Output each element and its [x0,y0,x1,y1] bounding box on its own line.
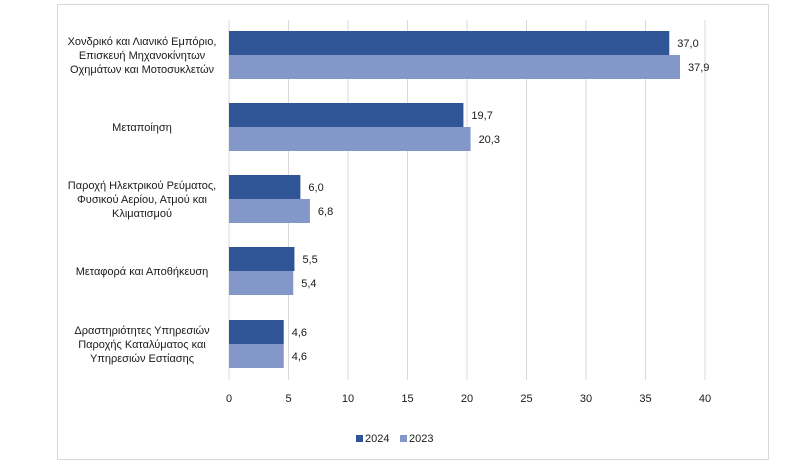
bar-2024-3 [229,247,295,271]
bar-2023-1 [229,127,471,151]
x-axis-ticks: 0 5 10 15 20 25 30 35 40 [226,393,711,405]
bar-2023-0 [229,55,681,79]
x-tick-label: 5 [285,393,291,405]
bar-2023-4 [229,344,284,368]
data-label: 20,3 [479,134,500,146]
category-label: Φυσικού Αερίου, Ατμού και [77,194,207,206]
x-tick-label: 35 [639,393,651,405]
chart-frame [57,4,769,460]
bar-2024-1 [229,103,464,127]
legend-label: 2024 [365,433,389,445]
legend-label: 2023 [409,433,433,445]
x-tick-label: 20 [461,393,473,405]
x-tick-label: 15 [401,393,413,405]
category-label: Υπηρεσιών Εστίασης [90,353,194,365]
bars: 37,0 37,9 19,7 20,3 6,0 6,8 5,5 5,4 4,6 4,6 [229,31,709,368]
data-label: 4,6 [292,327,307,339]
category-label: Δραστηριότητες Υπηρεσιών [74,325,210,337]
data-label: 5,4 [301,278,316,290]
data-label: 6,8 [318,206,333,218]
x-tick-label: 25 [520,393,532,405]
category-label: Κλιματισμού [112,208,172,220]
category-label: Χονδρικό και Λιανικό Εμπόριο, [68,36,217,48]
data-label: 37,9 [688,62,709,74]
category-label: Παροχή Ηλεκτρικού Ρεύματος, [68,180,216,192]
bar-2023-2 [229,199,310,223]
bar-2024-0 [229,31,670,55]
category-label: Οχημάτων και Μοτοσυκλετών [70,64,215,76]
x-tick-label: 0 [226,393,232,405]
category-label: Επισκευή Μηχανοκίνητων [79,50,206,62]
x-tick-label: 10 [342,393,354,405]
data-label: 19,7 [471,110,492,122]
data-label: 6,0 [308,182,323,194]
legend: 2024 2023 [356,433,433,445]
category-label: Παροχής Καταλύματος και [78,339,206,351]
bar-2023-3 [229,271,294,295]
data-label: 4,6 [292,351,307,363]
bar-2024-4 [229,320,284,344]
data-label: 5,5 [302,254,317,266]
data-label: 37,0 [677,38,698,50]
category-label: Μεταφορά και Αποθήκευση [76,266,209,278]
legend-swatch-2024 [356,435,363,442]
category-labels: Χονδρικό και Λιανικό Εμπόριο, Επισκευή Μη… [68,36,217,365]
category-label: Μεταποίηση [112,122,172,134]
x-tick-label: 30 [580,393,592,405]
legend-swatch-2023 [400,435,407,442]
x-tick-label: 40 [699,393,711,405]
bar-2024-2 [229,175,301,199]
